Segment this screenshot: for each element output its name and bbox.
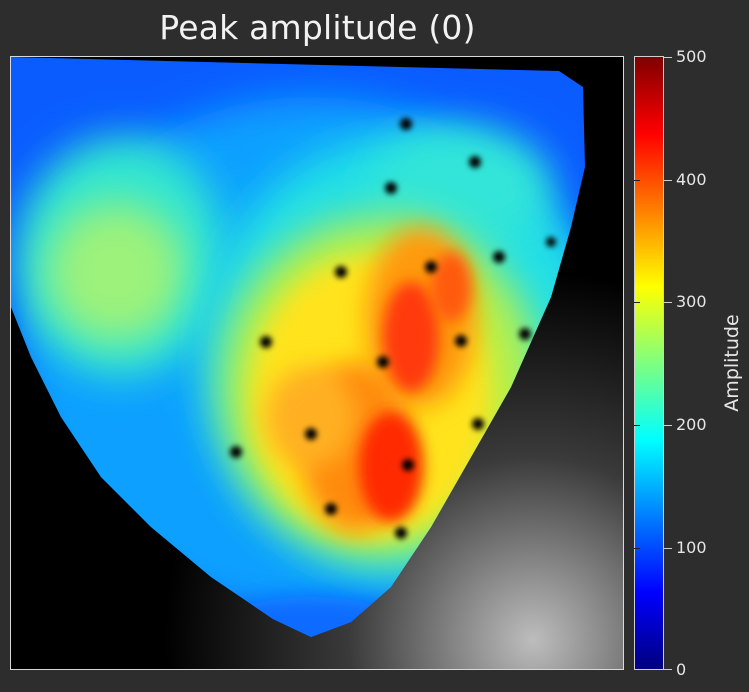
colorbar-tick <box>664 669 672 670</box>
colorbar-inner-tick <box>634 180 640 181</box>
colorbar-tick <box>664 180 672 181</box>
colorbar-tick-label: 0 <box>676 660 687 679</box>
colorbar-tick-label: 500 <box>676 47 707 66</box>
colorbar-tick <box>664 302 672 303</box>
heatmap-image <box>11 57 623 669</box>
figure-title: Peak amplitude (0) <box>159 8 476 47</box>
colorbar-inner-tick <box>634 548 640 549</box>
colorbar <box>634 56 664 670</box>
colorbar-label: Amplitude <box>721 314 743 412</box>
heatmap-plot <box>10 56 624 670</box>
colorbar-tick <box>664 57 672 58</box>
colorbar-tick-label: 200 <box>676 415 707 434</box>
colorbar-tick-label: 100 <box>676 538 707 557</box>
colorbar-inner-tick <box>634 302 640 303</box>
colorbar-tick <box>664 425 672 426</box>
colorbar-tick-label: 400 <box>676 170 707 189</box>
colorbar-tick-label: 300 <box>676 292 707 311</box>
colorbar-inner-tick <box>634 425 640 426</box>
colorbar-tick <box>664 548 672 549</box>
